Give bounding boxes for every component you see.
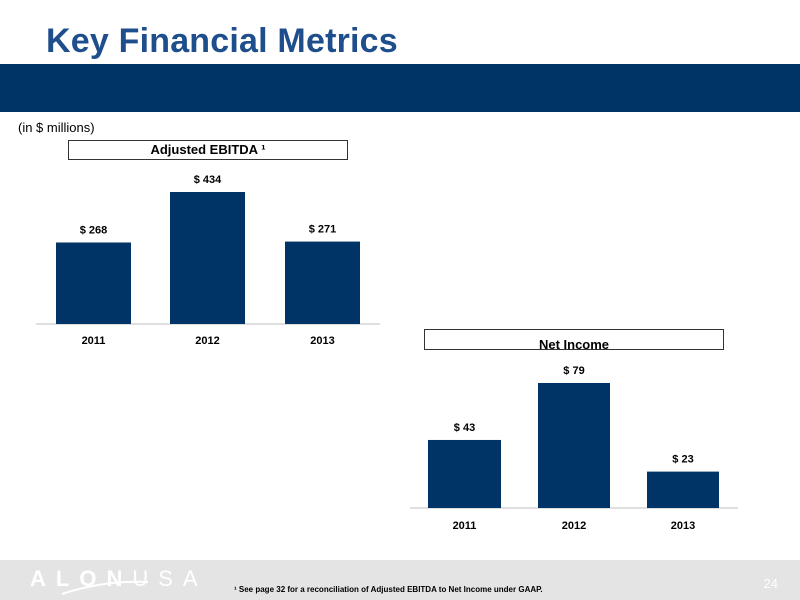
alon-usa-logo: ALONUSA bbox=[30, 566, 208, 592]
ebitda-value-label-2013: $ 271 bbox=[309, 224, 337, 236]
logo-alon: ALON bbox=[30, 566, 133, 591]
ebitda-bar-2013 bbox=[285, 241, 360, 324]
net-income-category-label-2013: 2013 bbox=[671, 520, 695, 532]
ebitda-bar-2012 bbox=[170, 192, 245, 324]
page-title: Key Financial Metrics bbox=[46, 22, 398, 60]
net-income-category-label-2011: 2011 bbox=[453, 520, 477, 532]
logo-swoosh-icon bbox=[61, 580, 149, 595]
net-income-value-label-2013: $ 23 bbox=[672, 454, 693, 466]
ebitda-value-label-2012: $ 434 bbox=[194, 174, 222, 186]
net-income-bar-2011 bbox=[428, 439, 501, 508]
footer-bar bbox=[0, 560, 800, 600]
ebitda-bar-2011 bbox=[56, 242, 131, 324]
net-income-chart-title: Net Income bbox=[538, 337, 610, 350]
ebitda-category-label-2013: 2013 bbox=[310, 335, 334, 347]
net-income-bar-2012 bbox=[538, 383, 610, 508]
footnote: ¹ See page 32 for a reconciliation of Ad… bbox=[234, 585, 543, 594]
ebitda-category-label-2011: 2011 bbox=[82, 335, 106, 347]
net-income-chart-title-box: Net Income bbox=[424, 329, 724, 350]
units-note: (in $ millions) bbox=[18, 120, 95, 135]
logo-usa: USA bbox=[132, 566, 208, 591]
net-income-category-label-2012: 2012 bbox=[562, 520, 586, 532]
net-income-bar-2013 bbox=[647, 471, 719, 508]
page-number: 24 bbox=[763, 576, 778, 591]
ebitda-chart-title-box: Adjusted EBITDA ¹ bbox=[68, 140, 348, 160]
ebitda-category-label-2012: 2012 bbox=[195, 335, 219, 347]
net-income-value-label-2012: $ 79 bbox=[563, 365, 584, 377]
net-income-value-label-2011: $ 43 bbox=[454, 422, 475, 434]
ebitda-chart-title: Adjusted EBITDA ¹ bbox=[150, 142, 266, 157]
header-banner bbox=[0, 64, 800, 112]
ebitda-value-label-2011: $ 268 bbox=[80, 224, 108, 236]
